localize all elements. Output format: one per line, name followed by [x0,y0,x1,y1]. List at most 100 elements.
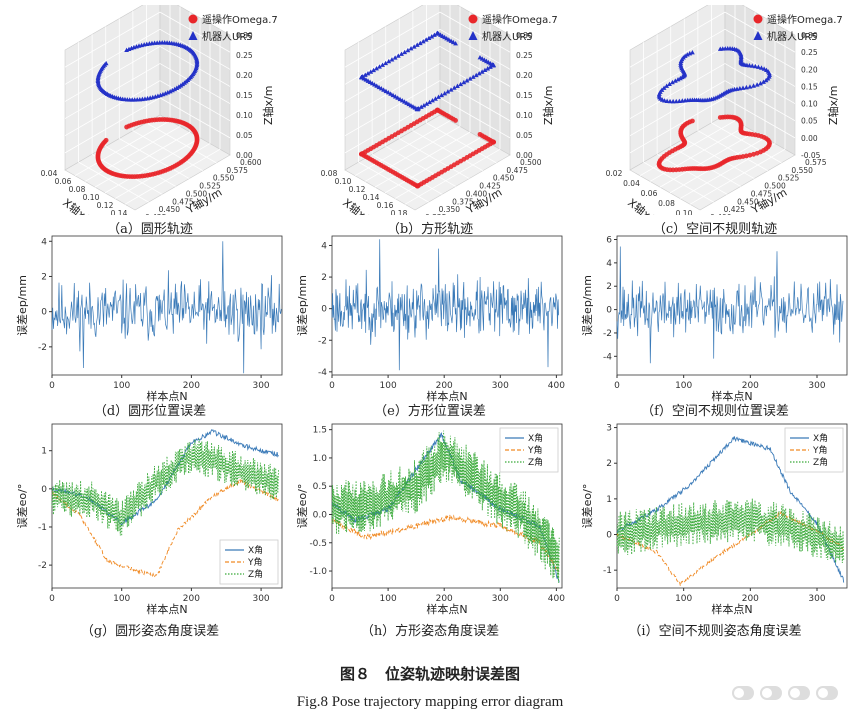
x-axis-label: 样本点N [711,389,752,403]
caption-c: （c）空间不规则轨迹 [652,222,778,237]
x-tick-label: 0.10 [676,209,693,215]
z-tick-label: 0.20 [801,65,818,74]
x-tick-label: 0 [49,594,55,604]
y-tick-label: 2 [606,282,612,292]
x-tick-label: 0.16 [377,201,394,210]
x-tick-label: 0.04 [41,169,58,178]
legend-label: Y角 [527,444,543,456]
legend: 遥操作Omega.7 机器人UR5 [188,13,278,43]
z-tick-label: 0.10 [236,111,253,120]
x-tick-label: 0 [329,594,335,604]
svg-text:遥操作Omega.7: 遥操作Omega.7 [482,13,558,26]
chart-line-i: 0 100 200 300 -1 0 1 2 3 样本点N 误差eo/° X角 Y角 Z角 [575,420,855,624]
y-tick-label: -4 [318,368,327,378]
x-tick-label: 0.14 [111,209,128,215]
y-tick-label: 0.475 [172,197,194,206]
trajectory-omega7 [656,114,772,173]
x-tick-label: 0.12 [97,201,114,210]
x-tick-label: 200 [183,594,200,604]
chart-line-f: 0 100 200 300 -4 -2 0 2 4 6 样本点N 误差ep/mm [575,232,855,411]
x-tick-label: 0 [49,381,55,391]
plot-frame [331,423,563,589]
y-tick-label: 0.475 [506,166,528,175]
chart-3d-a: 0.140.120.100.080.060.040.4250.4500.4750… [10,0,280,231]
x-tick-label: 0.18 [391,209,408,215]
x-tick-label: 0.04 [623,179,640,188]
y-tick-label: 2 [321,273,327,283]
z-tick-label: -0.05 [801,151,821,160]
y-tick-label: 0.525 [778,174,800,183]
y-tick-label: 0.475 [751,189,773,198]
y-tick-label: 0.350 [439,205,461,214]
legend: 遥操作Omega.7 机器人UR5 [753,13,843,43]
y-tick-label: 0.375 [452,197,474,206]
plot-frame [616,235,848,376]
x-tick-label: 200 [436,381,453,391]
y-tick-label: -0.5 [309,539,327,549]
x-tick-label: 0.12 [349,185,366,194]
svg-text:遥操作Omega.7: 遥操作Omega.7 [767,13,843,26]
trajectory-ur5 [95,40,200,102]
y-tick-label: 0 [606,531,612,541]
y-axis-label: 误差eo/° [295,484,309,529]
y-tick-label: 4 [606,259,612,269]
z-tick-label: 0.10 [801,100,818,109]
legend-label: X角 [813,432,828,444]
y-tick-label: 0.600 [240,158,262,167]
y-tick-label: 2 [606,459,612,469]
y-tick-label: 0 [321,305,327,315]
y-axis-label: 误差ep/mm [580,275,594,336]
x-tick-label: 200 [742,381,759,391]
trajectory-ur5 [359,30,496,112]
svg-text:遥操作Omega.7: 遥操作Omega.7 [202,13,278,26]
plot-frame [616,423,848,589]
trajectory-omega7 [359,107,496,189]
y-tick-label: -1 [38,523,47,533]
caption-b: （b）方形轨迹 [386,222,474,237]
x-tick-label: 0.08 [69,185,86,194]
plot-frame [51,423,283,589]
x-axis-label: 样本点N [146,389,187,403]
z-tick-label: 0.30 [236,31,253,40]
figure-title: 图８ 位姿轨迹映射误差图 [339,665,520,683]
caption-d: （d）圆形位置误差 [93,404,207,419]
watermark-toggles [730,681,840,709]
series-Z角 [331,430,560,583]
x-tick-label: 400 [548,381,565,391]
caption-a: （a）圆形轨迹 [107,222,193,237]
z-tick-label: 0.00 [516,151,533,160]
y-tick-label: 0.525 [199,182,221,191]
plot-frame [51,235,283,376]
y-tick-label: -2 [318,336,327,346]
x-tick-label: 200 [436,594,453,604]
y-tick-label: 2 [41,272,47,282]
z-axis-label: Z轴x/m [826,86,840,125]
x-tick-label: 0.10 [83,193,100,202]
x-tick-label: 0.08 [658,199,675,208]
x-tick-label: 100 [380,381,397,391]
z-tick-label: 0.30 [801,31,818,40]
x-axis-label: 样本点N [711,602,752,616]
z-tick-label: 0.15 [236,91,253,100]
z-tick-label: 0.10 [516,111,533,120]
legend-label: X角 [528,432,543,444]
z-tick-label: 0.30 [516,31,533,40]
figure-subtitle: Fig.8 Pose trajectory mapping error diag… [296,694,564,710]
y-tick-label: 0.450 [493,174,515,183]
trajectory-ur5 [656,45,772,104]
chart-line-d: 0 100 200 300 -2 0 2 4 样本点N 误差ep/mm [10,232,290,411]
z-axis-label: Z轴x/m [261,86,275,125]
x-tick-label: 200 [742,594,759,604]
x-tick-label: 0.14 [363,193,380,202]
z-tick-label: 0.20 [236,71,253,80]
x-tick-label: 300 [492,594,509,604]
caption-i: （i）空间不规则姿态角度误差 [628,624,802,639]
x-tick-label: 100 [113,594,130,604]
legend-label: X角 [248,544,263,556]
y-tick-label: 4 [321,241,327,251]
y-tick-label: -1 [603,566,612,576]
y-tick-label: 0 [606,306,612,316]
svg-text:机器人UR5: 机器人UR5 [767,30,818,43]
x-tick-label: 0.10 [335,177,352,186]
y-tick-label: 0.500 [520,158,542,167]
